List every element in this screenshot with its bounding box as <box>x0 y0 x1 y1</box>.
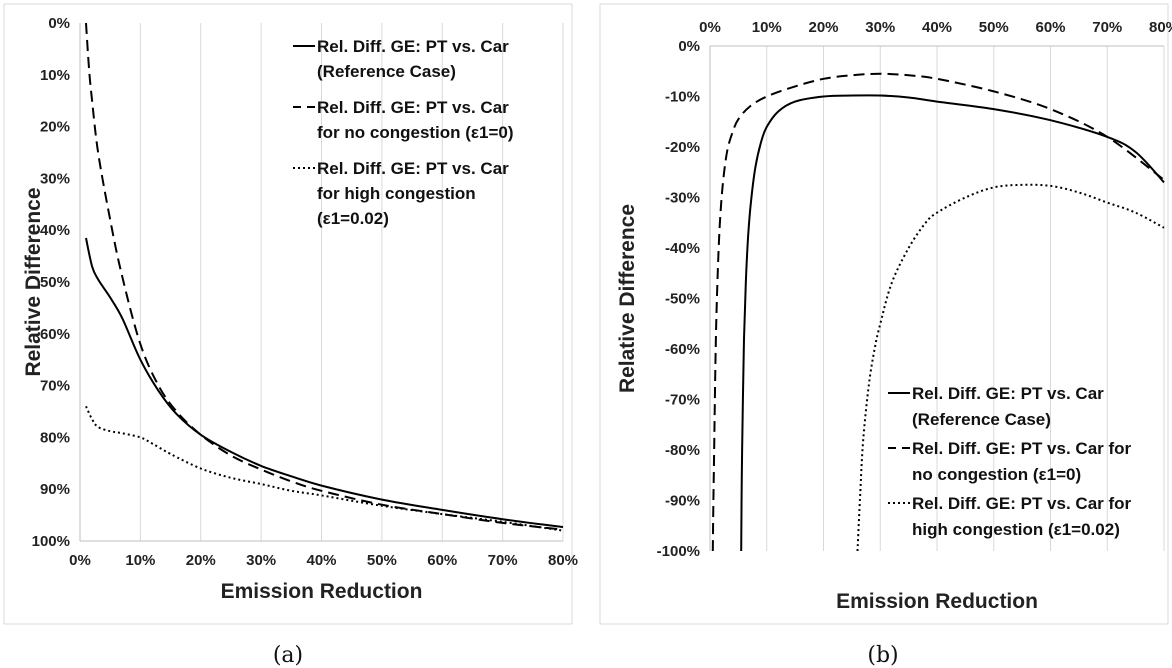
panel-b-legend-label: (Reference Case) <box>912 410 1051 429</box>
panel-a-series-dotted-line <box>85 405 564 532</box>
panel-b-legend-label: Rel. Diff. GE: PT vs. Car <box>912 384 1104 403</box>
panel-a-x-tick-label: 50% <box>367 552 397 569</box>
panel-a-series-dashed-line <box>85 22 564 531</box>
panel-a-y-tick-label: 80% <box>40 429 70 446</box>
panel-a-legend-label: for no congestion (ε1=0) <box>317 123 514 142</box>
panel-a-x-tick-label: 70% <box>488 552 518 569</box>
panel-a-x-axis-title: Emission Reduction <box>221 580 423 603</box>
panel-a-x-tick-label: 60% <box>427 552 457 569</box>
panel-a-x-tick-label: 20% <box>186 552 216 569</box>
panel-b-y-tick-label: -20% <box>665 139 700 156</box>
panel-b-legend-label: no congestion (ε1=0) <box>912 465 1081 484</box>
panel-b-series-solid-line <box>740 94 1165 552</box>
panel-a-caption: (a) <box>273 643 303 668</box>
panel-a-x-tick-label: 80% <box>548 552 578 569</box>
panel-b-y-tick-label: -50% <box>665 291 700 308</box>
panel-b-legend-label: Rel. Diff. GE: PT vs. Car for <box>912 439 1132 458</box>
panel-a-x-tick-label: 10% <box>125 552 155 569</box>
panel-b-legend-label: Rel. Diff. GE: PT vs. Car for <box>912 494 1132 513</box>
panel-b-x-tick-label: 0% <box>699 19 721 36</box>
panel-b-x-tick-label: 80% <box>1149 19 1172 36</box>
panel-b-y-axis-title: Relative Difference <box>616 204 639 393</box>
panel-a-y-tick-label: 50% <box>40 274 70 291</box>
panel-a-legend-label: (Reference Case) <box>317 62 456 81</box>
panel-b-y-tick-label: -70% <box>665 392 700 409</box>
panel-b-legend-label: high congestion (ε1=0.02) <box>912 520 1120 539</box>
panel-a-x-tick-label: 0% <box>69 552 91 569</box>
panel-a-legend-label: Rel. Diff. GE: PT vs. Car <box>317 98 509 117</box>
panel-a-y-tick-label: 70% <box>40 378 70 395</box>
panel-a-series-solid-line <box>85 237 564 528</box>
panel-b-y-tick-label: -90% <box>665 493 700 510</box>
panel-a-y-tick-label: 10% <box>40 67 70 84</box>
panel-b-x-tick-label: 10% <box>752 19 782 36</box>
panel-b-x-tick-label: 70% <box>1092 19 1122 36</box>
panel-a: 0% 10% 20% 30% 40% 50% 60% 70% 80% 0% 10% 20% 30% 40%… <box>22 15 578 603</box>
panel-a-legend-label: (ε1=0.02) <box>317 209 389 228</box>
panel-a-y-axis-title: Relative Difference <box>22 187 45 376</box>
panel-b-frame <box>599 3 1169 625</box>
panel-b: 0% 10% 20% 30% 40% 50% 60% 70% 80% 0% -10% -20% -30%… <box>616 19 1172 613</box>
panel-a-y-tick-label: 90% <box>40 481 70 498</box>
panel-b-x-tick-label: 40% <box>922 19 952 36</box>
panel-b-y-tick-label: -60% <box>665 341 700 358</box>
panel-a-y-tick-label: 60% <box>40 326 70 343</box>
panel-a-legend-label: for high congestion <box>317 184 476 203</box>
panel-a-frame <box>3 3 573 625</box>
panel-a-y-tick-label: 20% <box>40 119 70 136</box>
panel-b-series-dashed-line <box>711 72 1165 552</box>
panel-b-y-tick-label: -10% <box>665 89 700 106</box>
panel-b-caption: (b) <box>867 643 898 668</box>
panel-b-y-tick-label: 0% <box>678 38 700 55</box>
panel-a-y-tick-label: 30% <box>40 170 70 187</box>
panel-a-y-tick-label: 40% <box>40 222 70 239</box>
panel-b-y-tick-label: -30% <box>665 190 700 207</box>
panel-b-x-tick-label: 60% <box>1035 19 1065 36</box>
panel-b-y-tick-label: -80% <box>665 442 700 459</box>
panel-b-x-tick-label: 30% <box>865 19 895 36</box>
panel-b-x-tick-label: 20% <box>808 19 838 36</box>
panel-a-x-tick-label: 40% <box>306 552 336 569</box>
panel-b-x-axis-title: Emission Reduction <box>836 590 1038 613</box>
panel-a-y-tick-label: 100% <box>32 533 70 550</box>
panel-a-legend-label: Rel. Diff. GE: PT vs. Car <box>317 37 509 56</box>
panel-b-y-tick-label: -100% <box>657 543 700 560</box>
panel-a-x-tick-label: 30% <box>246 552 276 569</box>
panel-a-legend-label: Rel. Diff. GE: PT vs. Car <box>317 159 509 178</box>
panel-b-series-dotted-line <box>856 183 1165 552</box>
panel-b-x-tick-label: 50% <box>979 19 1009 36</box>
panel-b-y-tick-label: -40% <box>665 240 700 257</box>
panel-a-y-tick-label: 0% <box>48 15 70 32</box>
